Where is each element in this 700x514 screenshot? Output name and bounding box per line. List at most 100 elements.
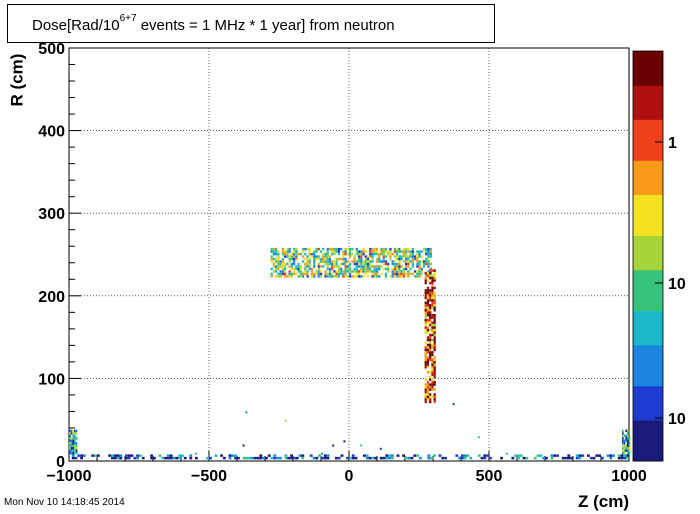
- heatmap-cell: [427, 262, 430, 266]
- heatmap-cell: [369, 265, 372, 268]
- heatmap-cell: [424, 388, 427, 391]
- heatmap-cell: [346, 265, 349, 268]
- heatmap-cell: [429, 375, 432, 379]
- heatmap-cell: [279, 275, 282, 278]
- x-tick-label: 1000: [611, 468, 647, 485]
- heatmap-cell: [267, 454, 271, 457]
- heatmap-cell: [431, 304, 434, 307]
- heatmap-cell: [318, 454, 321, 457]
- heatmap-cell: [545, 456, 548, 460]
- heatmap-cell: [69, 439, 71, 443]
- heatmap-cell: [228, 454, 232, 457]
- heatmap-cell: [365, 454, 369, 457]
- heatmap-cell: [328, 260, 332, 263]
- heatmap-cell: [319, 265, 323, 268]
- heatmap-cell: [125, 456, 128, 460]
- heatmap-cell: [113, 456, 117, 460]
- heatmap-cell: [431, 296, 434, 300]
- heatmap-cell: [69, 446, 71, 450]
- heatmap-cell: [357, 272, 361, 276]
- heatmap-cell: [167, 454, 170, 457]
- heatmap-cell: [384, 260, 388, 263]
- heatmap-cell: [72, 437, 75, 440]
- heatmap-cell: [375, 275, 379, 278]
- heatmap-cell: [308, 265, 311, 268]
- heatmap-cell: [578, 454, 582, 457]
- heatmap-cell: [433, 333, 436, 337]
- colorbar-segment: [633, 180, 663, 189]
- heatmap-cell: [429, 321, 432, 324]
- heatmap-cell: [382, 456, 386, 460]
- heatmap-cell: [384, 255, 388, 258]
- heatmap-cell: [328, 255, 332, 258]
- heatmap-cell: [317, 262, 320, 266]
- heatmap-cell: [433, 366, 436, 369]
- heatmap-cell: [270, 267, 273, 271]
- heatmap-cell: [375, 272, 379, 276]
- heatmap-cell: [429, 348, 432, 352]
- heatmap-cell: [360, 444, 363, 447]
- heatmap-cell: [326, 262, 329, 266]
- heatmap-cell: [74, 429, 76, 433]
- heatmap-cell: [411, 262, 414, 266]
- heatmap-cell: [299, 265, 302, 268]
- heatmap-cell: [622, 444, 624, 447]
- heatmap-cell: [353, 270, 356, 273]
- heatmap-cell: [433, 346, 436, 349]
- colorbar-segment: [633, 372, 663, 380]
- heatmap-cell: [429, 388, 432, 391]
- heatmap-cell: [625, 434, 628, 438]
- heatmap-cell: [391, 272, 394, 276]
- heatmap-cell: [360, 265, 363, 268]
- colorbar-segment: [633, 242, 663, 250]
- heatmap-cell: [418, 275, 421, 278]
- heatmap-cell: [483, 456, 487, 460]
- heatmap-cell: [80, 456, 83, 460]
- heatmap-cell: [333, 265, 336, 268]
- heatmap-cell: [284, 255, 287, 258]
- heatmap-cell: [70, 429, 73, 433]
- heatmap-cell: [275, 270, 278, 273]
- heatmap-cell: [295, 456, 299, 460]
- heatmap-cell: [431, 380, 434, 384]
- heatmap-cell: [353, 260, 356, 263]
- heatmap-cell: [277, 252, 280, 256]
- heatmap-cell: [308, 262, 311, 266]
- heatmap-cell: [365, 456, 369, 460]
- heatmap-cell: [322, 247, 325, 251]
- heatmap-cell: [424, 361, 427, 364]
- heatmap-cell: [306, 257, 309, 261]
- heatmap-cell: [429, 262, 432, 266]
- heatmap-cell: [429, 294, 432, 297]
- heatmap-cell: [431, 299, 434, 302]
- heatmap-cell: [97, 454, 100, 457]
- heatmap-cell: [357, 257, 361, 261]
- heatmap-cell: [429, 296, 432, 300]
- heatmap-cell: [333, 260, 336, 263]
- heatmap-cell: [519, 454, 523, 457]
- heatmap-cell: [622, 446, 624, 450]
- colorbar-segment: [633, 365, 663, 373]
- heatmap-cell: [375, 257, 379, 261]
- heatmap-cell: [326, 456, 330, 460]
- heatmap-cell: [391, 252, 394, 256]
- heatmap-cell: [461, 456, 464, 460]
- heatmap-cell: [290, 454, 293, 457]
- heatmap-cell: [319, 257, 323, 261]
- heatmap-cell: [405, 272, 408, 276]
- heatmap-cell: [281, 250, 285, 253]
- heatmap-cell: [161, 456, 165, 460]
- heatmap-cell: [279, 265, 282, 268]
- heatmap-cell: [94, 454, 97, 457]
- heatmap-cell: [369, 267, 372, 271]
- heatmap-cell: [357, 265, 361, 268]
- heatmap-cell: [433, 383, 436, 386]
- heatmap-cell: [333, 275, 336, 278]
- heatmap-cell: [561, 456, 565, 460]
- heatmap-cell: [349, 275, 352, 278]
- heatmap-cell: [366, 270, 370, 273]
- heatmap-cell: [369, 270, 372, 273]
- heatmap-cell: [581, 454, 585, 457]
- heatmap-cell: [317, 270, 320, 273]
- heatmap-cell: [357, 270, 361, 273]
